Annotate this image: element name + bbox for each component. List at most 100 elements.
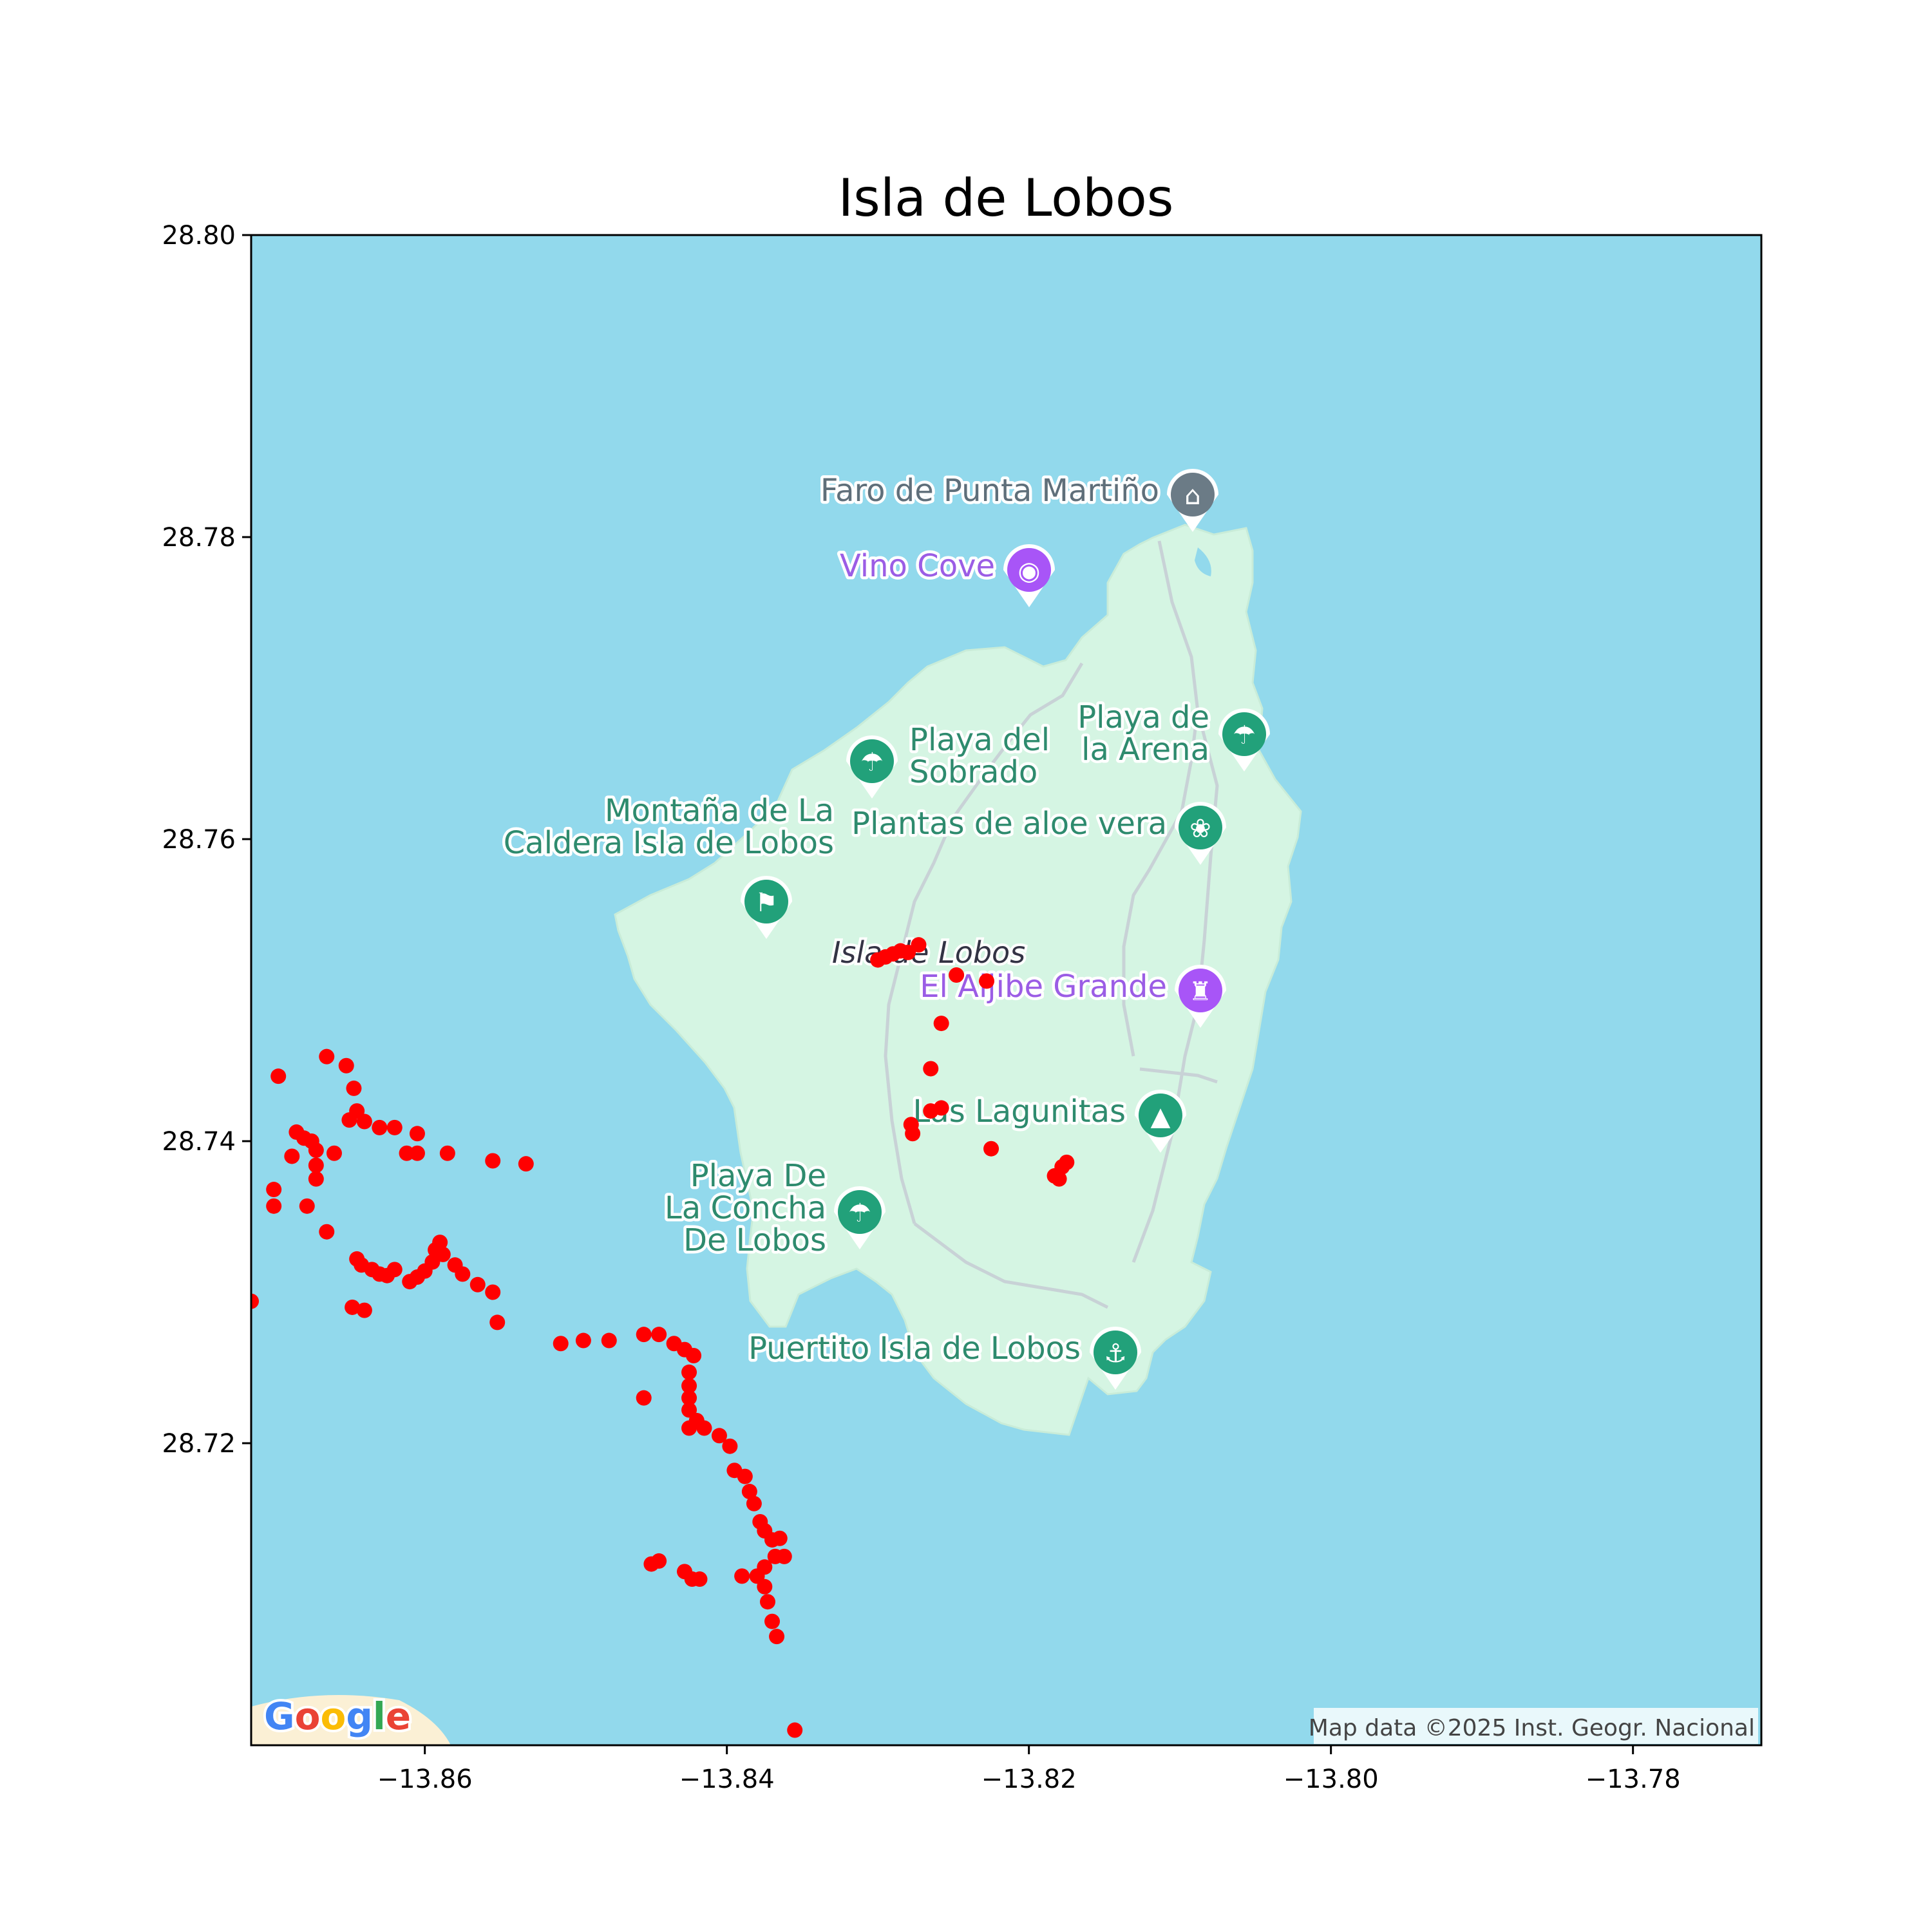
data-point — [266, 1182, 282, 1198]
poi-pin — [850, 739, 894, 783]
google-logo: Google — [261, 1692, 413, 1741]
data-point — [741, 1484, 757, 1500]
poi-label: Las Lagunitas — [913, 1094, 1126, 1130]
y-tick-label: 28.76 — [162, 825, 236, 855]
poi-label: Playa de la Arena — [1077, 699, 1209, 768]
island-name-label: Isla de Lobos — [832, 935, 1025, 970]
data-point — [696, 1420, 712, 1436]
data-point — [681, 1390, 697, 1406]
data-point — [251, 1293, 259, 1309]
poi-label-line: Sobrado — [909, 754, 1037, 790]
beach-umbrella-icon: ☂ — [848, 1198, 871, 1228]
data-point — [326, 1145, 342, 1161]
poi-marker[interactable]: ⚓ Puertito Isla de Lobos — [746, 1327, 1141, 1390]
poi-marker[interactable]: ☂ Playa de la Arena — [1075, 697, 1270, 772]
data-point — [266, 1198, 282, 1214]
castle-icon: ♜ — [1189, 977, 1212, 1007]
data-point — [769, 1629, 785, 1645]
map-tile: Google ⌂ Faro de Punta Martiño ◉ Vino Cove ☂… — [251, 235, 1761, 1745]
data-point — [308, 1171, 324, 1187]
beach-umbrella-icon: ☂ — [1233, 721, 1256, 750]
data-point — [455, 1266, 471, 1282]
poi-pin — [1094, 1331, 1137, 1374]
data-point — [746, 1495, 762, 1511]
data-point — [636, 1327, 652, 1343]
data-point — [553, 1336, 569, 1352]
poi-label: Montaña de La Caldera Isla de Lobos — [504, 793, 834, 861]
data-point — [651, 1327, 667, 1343]
data-point — [372, 1119, 388, 1135]
data-point — [299, 1198, 315, 1214]
poi-marker[interactable]: ▲ Las Lagunitas — [910, 1090, 1186, 1153]
camera-icon: ◉ — [1018, 556, 1041, 586]
data-point — [643, 1556, 659, 1572]
flower-icon: ❀ — [1189, 814, 1211, 844]
data-point — [787, 1722, 803, 1738]
poi-pin — [1171, 473, 1215, 516]
poi-label-line: Montaña de La — [605, 793, 834, 829]
data-point — [485, 1153, 501, 1169]
poi-marker[interactable]: ☂ Playa De La Concha De Lobos — [662, 1155, 886, 1262]
poi-label-line: Vino Cove — [840, 548, 995, 584]
poi-marker[interactable]: ◉ Vino Cove — [837, 544, 1055, 607]
map-attribution: Map data ©2025 Inst. Geogr. Nacional — [1309, 1715, 1755, 1741]
lagoon — [1195, 547, 1211, 576]
data-point — [485, 1284, 501, 1300]
poi-label-line: Playa De — [690, 1158, 826, 1194]
poi-pin — [1222, 712, 1266, 756]
poi-label: Puertito Isla de Lobos — [748, 1331, 1081, 1367]
x-tick-label: −13.80 — [1283, 1765, 1379, 1794]
poi-marker[interactable]: ❀ Plantas de aloe vera — [849, 802, 1226, 865]
data-point — [764, 1613, 781, 1629]
poi-pin — [838, 1190, 882, 1234]
poi-label-line: Puertito Isla de Lobos — [748, 1331, 1081, 1367]
island-paths — [884, 540, 1219, 1309]
axes-frame — [250, 234, 1763, 1747]
data-point — [386, 1119, 402, 1135]
poi-pin — [1179, 969, 1222, 1012]
y-tick-label: 28.80 — [162, 221, 236, 251]
data-point — [409, 1126, 425, 1142]
y-tick-label: 28.78 — [162, 523, 236, 553]
data-point — [677, 1564, 693, 1580]
data-point — [386, 1262, 402, 1278]
poi-layer: ⌂ Faro de Punta Martiño ◉ Vino Cove ☂ Playa d… — [500, 469, 1270, 1390]
monument-icon: ⌂ — [1184, 481, 1200, 511]
data-point — [356, 1302, 372, 1318]
poi-label-line: De Lobos — [683, 1222, 826, 1258]
data-point — [341, 1112, 357, 1128]
data-point — [439, 1145, 455, 1161]
poi-label-line: La Concha — [665, 1190, 826, 1226]
poi-marker[interactable]: ⚑ Montaña de La Caldera Isla de Lobos — [500, 790, 837, 939]
data-point — [711, 1428, 727, 1444]
data-point — [356, 1113, 372, 1130]
data-point — [911, 937, 927, 953]
svg-text:Google: Google — [264, 1694, 411, 1738]
poi-label-line: la Arena — [1081, 732, 1209, 768]
data-point — [345, 1299, 361, 1315]
poi-label-line: Las Lagunitas — [913, 1094, 1126, 1130]
poi-label: Playa del Sobrado — [909, 722, 1050, 790]
data-point — [636, 1390, 652, 1406]
x-tick-label: −13.82 — [981, 1765, 1077, 1794]
poi-pin — [1139, 1094, 1182, 1137]
data-point — [681, 1420, 697, 1436]
data-point — [308, 1142, 324, 1159]
data-point — [399, 1145, 415, 1161]
data-point — [270, 1068, 287, 1084]
data-points — [251, 937, 1075, 1738]
poi-label-line: Playa de — [1077, 699, 1209, 735]
data-point — [722, 1438, 738, 1454]
poi-pin — [744, 880, 788, 923]
poi-label-line: Caldera Isla de Lobos — [504, 825, 834, 861]
poi-marker[interactable]: ⌂ Faro de Punta Martiño — [817, 469, 1218, 532]
data-point — [308, 1157, 324, 1173]
data-point — [575, 1332, 591, 1349]
data-point — [757, 1578, 773, 1595]
poi-pin — [1179, 806, 1222, 849]
data-point — [681, 1364, 697, 1380]
poi-label-line: Plantas de aloe vera — [851, 806, 1167, 842]
poi-label-line: Playa del — [909, 722, 1050, 758]
poi-label: Playa De La Concha De Lobos — [665, 1158, 826, 1258]
poi-marker[interactable]: ☂ Playa del Sobrado — [846, 719, 1053, 799]
